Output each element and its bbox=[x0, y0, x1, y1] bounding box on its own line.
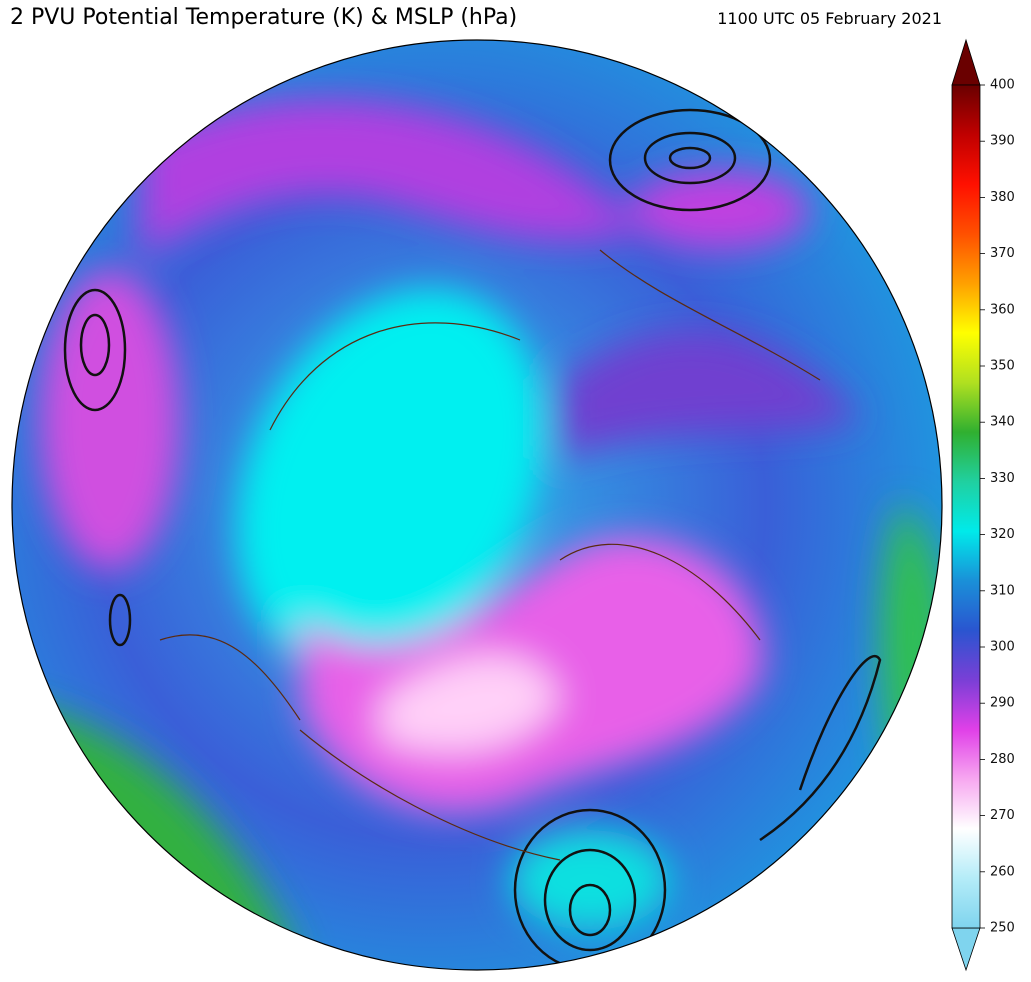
colorbar-tick-label: 250 bbox=[990, 921, 1015, 936]
colorbar-tick-label: 390 bbox=[990, 134, 1015, 149]
map bbox=[12, 40, 942, 970]
colorbar-tick-label: 280 bbox=[990, 752, 1015, 767]
colorbar-tick-label: 340 bbox=[990, 415, 1015, 430]
colorbar-tick-label: 400 bbox=[990, 78, 1015, 93]
colorbar-tick-label: 350 bbox=[990, 359, 1015, 374]
colorbar: 250 260 270 280 290 300 310 320 330 340 350 360 370 3… bbox=[951, 38, 1015, 972]
colorbar-tick-label: 290 bbox=[990, 696, 1015, 711]
colorbar-tick-label: 380 bbox=[990, 190, 1015, 205]
colorbar-tick-label: 310 bbox=[990, 583, 1015, 598]
colorbar-tick-label: 360 bbox=[990, 302, 1015, 317]
colorbar-tick-label: 300 bbox=[990, 640, 1015, 655]
colorbar-tick-label: 370 bbox=[990, 246, 1015, 261]
title: 2 PVU Potential Temperature (K) & MSLP (… bbox=[10, 5, 517, 30]
colorbar-tick-label: 330 bbox=[990, 471, 1015, 486]
colorbar-tick-label: 260 bbox=[990, 864, 1015, 879]
colorbar-tick-label: 270 bbox=[990, 808, 1015, 823]
colorbar-tick-label: 320 bbox=[990, 527, 1015, 542]
timestamp: 1100 UTC 05 February 2021 bbox=[717, 9, 942, 28]
